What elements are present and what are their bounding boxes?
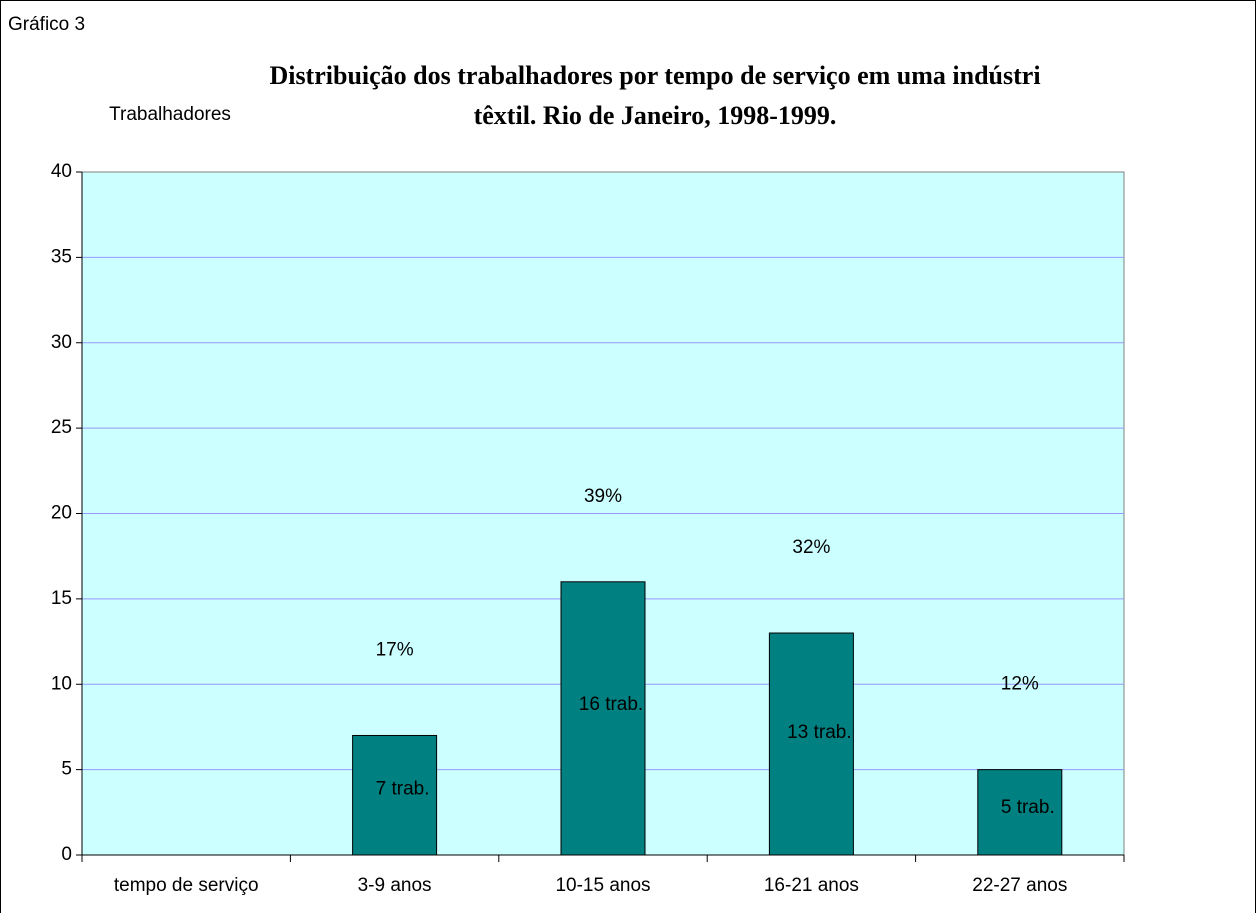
y-tick-label: 30 [51,332,72,353]
bar [768,632,854,856]
y-tick-label: 25 [51,417,72,438]
chart-title: têxtil. Rio de Janeiro, 1998-1999. [474,101,837,130]
x-tick-label: 22-27 anos [972,875,1067,896]
percent-label: 17% [376,639,414,660]
y-tick-label: 10 [51,673,72,694]
chart-title: Distribuição dos trabalhadores por tempo… [269,61,1040,90]
x-tick-label: 3-9 anos [358,875,432,896]
value-label: 7 trab. [376,778,430,799]
chart-label: Gráfico 3 [8,14,85,35]
x-tick-label: 16-21 anos [764,875,859,896]
y-tick-label: 35 [51,246,72,267]
x-tick-label: 10-15 anos [555,875,650,896]
bar [560,581,646,856]
percent-label: 12% [1001,674,1039,695]
y-tick-label: 5 [61,759,72,780]
percent-label: 39% [584,486,622,507]
bar [977,769,1063,856]
value-label: 13 trab. [787,722,851,743]
y-tick-label: 20 [51,503,72,524]
value-label: 16 trab. [579,694,643,715]
y-tick-label: 15 [51,588,72,609]
y-tick-label: 40 [51,161,72,182]
bar [352,734,438,856]
y-tick-label: 0 [61,844,72,865]
percent-label: 32% [792,537,830,558]
x-tick-label: tempo de serviço [114,875,259,896]
y-axis-label: Trabalhadores [109,104,231,125]
value-label: 5 trab. [1001,797,1055,818]
